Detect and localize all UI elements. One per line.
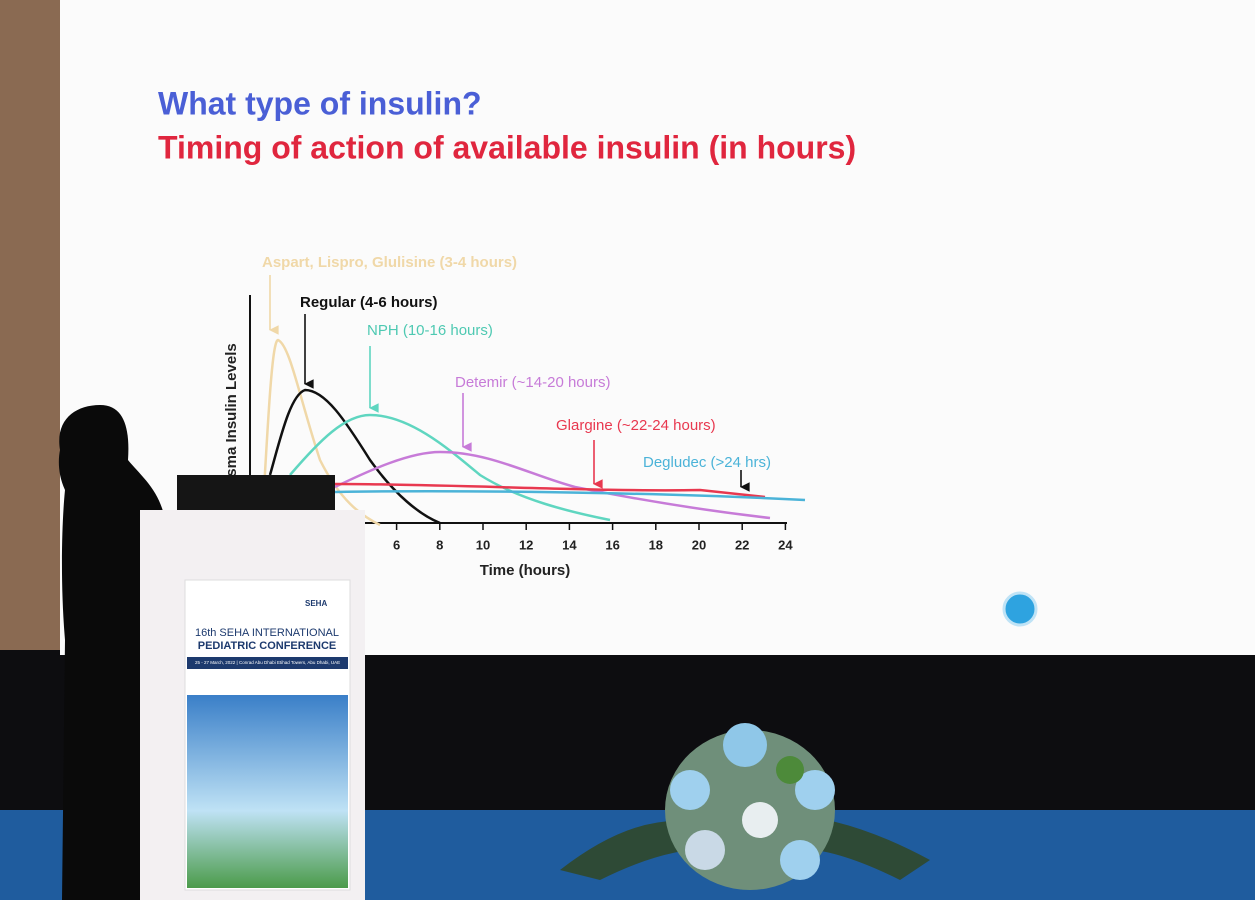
x-tick-label: 8 xyxy=(436,537,443,552)
speaker xyxy=(58,405,165,900)
flower xyxy=(685,830,725,870)
nph-curve xyxy=(289,413,611,522)
x-tick-label: 18 xyxy=(649,537,663,552)
x-tick-label: 16 xyxy=(605,537,619,552)
curve-label: Glargine (~22-24 hours) xyxy=(556,417,716,434)
x-ticks: 6 8 10 12 14 16 18 20 22 24 xyxy=(393,523,793,552)
wall xyxy=(0,0,60,720)
flower xyxy=(795,770,835,810)
flowers xyxy=(560,723,930,890)
aspart-curve xyxy=(260,338,381,527)
x-axis-label: Time (hours) xyxy=(480,562,571,579)
x-tick-label: 20 xyxy=(692,537,706,552)
detemir-curve xyxy=(334,450,771,520)
flower xyxy=(780,840,820,880)
poster-brand: SEHA xyxy=(305,599,327,608)
poster-band xyxy=(187,657,348,669)
poster-line2: PEDIATRIC CONFERENCE xyxy=(198,640,337,652)
x-tick-label: 14 xyxy=(562,537,577,552)
poster-dates: 25 - 27 March, 2022 | Conrad Abu Dhabi E… xyxy=(195,660,340,665)
x-tick-label: 22 xyxy=(735,537,749,552)
degludec-curve xyxy=(334,490,806,502)
curve-label: Detemir (~14-20 hours) xyxy=(455,374,610,391)
slide-title: What type of insulin? xyxy=(158,85,482,121)
x-tick-label: 12 xyxy=(519,537,533,552)
laptop xyxy=(177,475,335,511)
flower xyxy=(776,756,804,784)
glargine-curve xyxy=(334,482,766,499)
regular-curve xyxy=(268,388,441,525)
curve-label: Regular (4-6 hours) xyxy=(300,294,438,311)
poster-line1: 16th SEHA INTERNATIONAL xyxy=(195,627,339,639)
poster-image xyxy=(187,695,348,888)
curve-label: Degludec (>24 hrs) xyxy=(643,454,771,471)
curve-label: Aspart, Lispro, Glulisine (3-4 hours) xyxy=(262,254,517,271)
y-axis-label: sma Insulin Levels xyxy=(223,343,240,476)
flower xyxy=(742,802,778,838)
curve-label: NPH (10-16 hours) xyxy=(367,322,493,339)
flower xyxy=(670,770,710,810)
curves xyxy=(260,338,806,527)
x-tick-label: 6 xyxy=(393,537,400,552)
slide-subtitle: Timing of action of available insulin (i… xyxy=(158,129,856,165)
x-tick-label: 24 xyxy=(778,537,793,552)
pointer-dot xyxy=(1002,591,1038,627)
flower xyxy=(723,723,767,767)
arrows xyxy=(269,275,750,492)
x-tick-label: 10 xyxy=(476,537,490,552)
